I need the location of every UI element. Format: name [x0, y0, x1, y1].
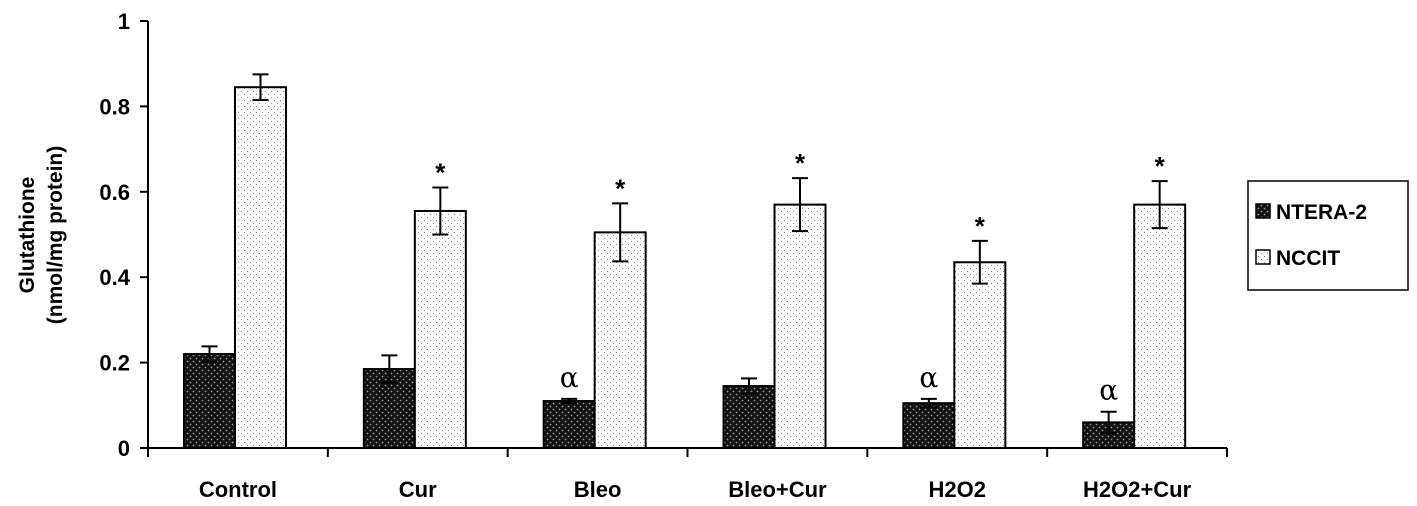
- x-category-label: H2O2: [929, 477, 986, 502]
- y-tick-label: 0.6: [99, 180, 130, 205]
- x-category-label: Bleo: [574, 477, 622, 502]
- legend-swatch-nccit: [1255, 249, 1271, 265]
- annotation-asterisk: *: [975, 211, 986, 241]
- legend: NTERA-2 NCCIT: [1247, 180, 1409, 291]
- x-category-label: Cur: [399, 477, 437, 502]
- bar-nccit: [953, 261, 1007, 449]
- x-category-label: Control: [199, 477, 277, 502]
- x-category-label: Bleo+Cur: [728, 477, 827, 502]
- bar-nccit: [413, 210, 467, 449]
- y-axis-title-line2: (nmol/mg protein): [44, 146, 67, 324]
- y-tick-label: 0.4: [99, 265, 130, 290]
- annotation-asterisk: *: [435, 158, 446, 188]
- plot-area: 0 0.2 0.4 0.6 0.8 1 Control Cur Bleo Bleo+Cur H2O2…: [99, 9, 1228, 502]
- bar-nccit: [1133, 203, 1187, 449]
- bar-ntera2: [902, 402, 956, 450]
- y-axis-title-line1: Glutathione: [16, 177, 39, 294]
- y-axis-title: Glutathione (nmol/mg protein): [16, 146, 67, 324]
- legend-box: [1247, 180, 1409, 291]
- bar-ntera2: [183, 353, 236, 449]
- bar-ntera2: [722, 385, 776, 449]
- x-category-label: H2O2+Cur: [1083, 477, 1192, 502]
- annotation-asterisk: *: [615, 173, 626, 203]
- bar-nccit: [593, 231, 647, 449]
- y-tick-label: 0: [118, 436, 130, 461]
- annotation-asterisk: *: [795, 148, 806, 178]
- annotation-asterisk: *: [1155, 151, 1166, 181]
- legend-label-ntera2: NTERA-2: [1276, 201, 1367, 224]
- bar-ntera2: [542, 400, 596, 449]
- y-tick-label: 0.2: [99, 351, 130, 376]
- legend-swatch-ntera2: [1255, 203, 1271, 219]
- legend-label-nccit: NCCIT: [1276, 247, 1340, 270]
- bar-nccit: [234, 86, 287, 449]
- annotation-alpha: α: [919, 361, 938, 394]
- annotation-alpha: α: [1099, 374, 1118, 407]
- y-tick-label: 0.8: [99, 94, 130, 119]
- y-tick-label: 1: [118, 9, 130, 34]
- bar-nccit: [773, 203, 827, 449]
- annotation-alpha: α: [560, 361, 579, 394]
